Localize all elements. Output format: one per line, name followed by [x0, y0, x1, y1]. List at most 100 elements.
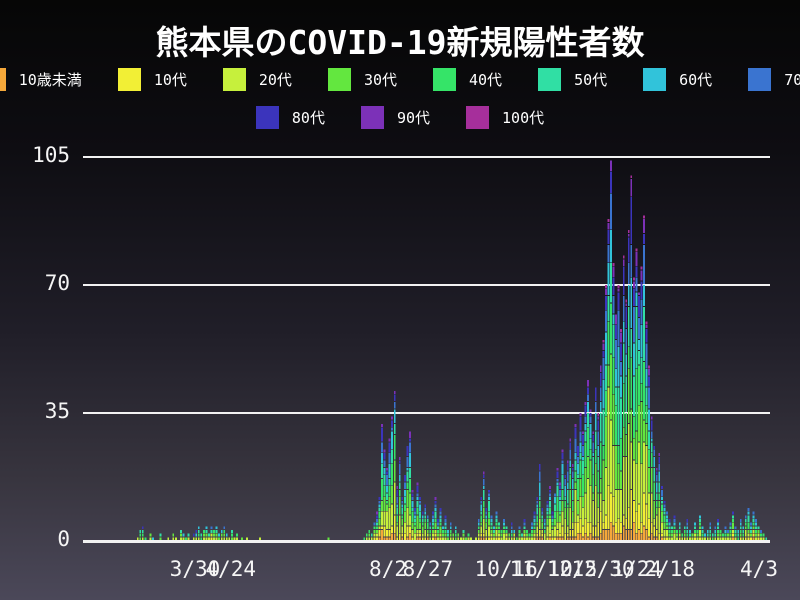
bar[interactable] — [750, 522, 752, 541]
bar[interactable] — [141, 526, 144, 541]
bar[interactable] — [449, 522, 452, 541]
bar[interactable] — [208, 533, 210, 541]
bar[interactable] — [220, 530, 223, 541]
bar[interactable] — [531, 522, 534, 541]
bar[interactable] — [765, 537, 768, 541]
bar[interactable] — [564, 475, 567, 541]
bar[interactable] — [734, 526, 737, 541]
bar[interactable] — [452, 533, 455, 541]
bar[interactable] — [500, 530, 503, 541]
bar[interactable] — [543, 519, 546, 541]
bar[interactable] — [429, 522, 432, 541]
bar[interactable] — [643, 215, 645, 541]
bar[interactable] — [498, 522, 500, 541]
bar[interactable] — [640, 266, 643, 541]
bar[interactable] — [152, 537, 154, 541]
bar[interactable] — [230, 530, 233, 541]
bar[interactable] — [215, 526, 218, 541]
bar[interactable] — [144, 537, 147, 541]
bar[interactable] — [202, 530, 205, 541]
bar[interactable] — [228, 537, 231, 541]
bar[interactable] — [480, 497, 483, 541]
bar[interactable] — [523, 519, 526, 541]
bar[interactable] — [729, 522, 732, 541]
bar[interactable] — [559, 482, 561, 541]
bar[interactable] — [454, 526, 457, 541]
bar[interactable] — [495, 511, 498, 541]
bar[interactable] — [258, 537, 261, 541]
bar[interactable] — [658, 453, 661, 541]
bar[interactable] — [459, 537, 462, 541]
bar[interactable] — [554, 493, 556, 541]
bar[interactable] — [660, 486, 663, 541]
bar[interactable] — [375, 511, 378, 541]
bar[interactable] — [139, 530, 142, 541]
bar[interactable] — [722, 533, 724, 541]
bar[interactable] — [612, 263, 615, 541]
bar[interactable] — [676, 530, 679, 541]
bar[interactable] — [396, 486, 399, 541]
bar[interactable] — [683, 526, 686, 541]
bar[interactable] — [327, 537, 330, 541]
bar[interactable] — [747, 508, 750, 541]
bar[interactable] — [566, 460, 569, 541]
bar[interactable] — [533, 511, 536, 541]
bar[interactable] — [541, 508, 544, 541]
bar[interactable] — [236, 533, 238, 541]
legend-item-9[interactable]: 90代 — [360, 106, 430, 129]
bar[interactable] — [604, 285, 607, 541]
bar[interactable] — [627, 230, 630, 541]
bar[interactable] — [470, 537, 472, 541]
legend-item-0[interactable]: 10歳未満 — [0, 68, 82, 91]
bar[interactable] — [650, 416, 653, 541]
bar[interactable] — [617, 285, 620, 541]
legend-item-7[interactable]: 70代 — [748, 68, 800, 91]
bar[interactable] — [622, 255, 625, 541]
legend-item-4[interactable]: 40代 — [433, 68, 502, 91]
bar[interactable] — [513, 530, 516, 541]
bar[interactable] — [411, 489, 414, 541]
bar[interactable] — [223, 526, 226, 541]
bar[interactable] — [503, 519, 506, 541]
bar[interactable] — [493, 526, 495, 541]
bar[interactable] — [737, 530, 740, 541]
bar[interactable] — [666, 511, 668, 541]
bar[interactable] — [635, 248, 638, 541]
bar[interactable] — [579, 413, 582, 541]
bar[interactable] — [172, 533, 175, 541]
bar[interactable] — [714, 526, 717, 541]
bar[interactable] — [681, 533, 684, 541]
bar[interactable] — [416, 482, 419, 541]
bar[interactable] — [762, 533, 765, 541]
bar[interactable] — [589, 409, 592, 541]
bar[interactable] — [437, 519, 439, 541]
bar[interactable] — [200, 533, 203, 541]
bar[interactable] — [508, 533, 511, 541]
bar[interactable] — [724, 526, 727, 541]
bar[interactable] — [546, 500, 549, 541]
legend-item-2[interactable]: 20代 — [222, 68, 292, 91]
bar[interactable] — [701, 526, 704, 541]
bar[interactable] — [218, 533, 221, 541]
legend-item-8[interactable]: 80代 — [255, 106, 325, 129]
bar[interactable] — [368, 530, 371, 541]
bar[interactable] — [167, 537, 170, 541]
bar[interactable] — [401, 497, 404, 541]
bar[interactable] — [421, 511, 424, 541]
bar[interactable] — [195, 530, 198, 541]
bar[interactable] — [584, 402, 587, 541]
bar[interactable] — [561, 449, 564, 541]
bar[interactable] — [424, 504, 427, 541]
bar[interactable] — [393, 391, 396, 541]
bar[interactable] — [370, 533, 373, 541]
bar[interactable] — [475, 537, 478, 541]
bar[interactable] — [655, 467, 658, 541]
bar[interactable] — [574, 423, 577, 541]
bar[interactable] — [673, 515, 676, 541]
bar[interactable] — [755, 519, 757, 541]
bar[interactable] — [205, 526, 208, 541]
bar[interactable] — [526, 530, 528, 541]
bar[interactable] — [630, 175, 633, 541]
bar[interactable] — [521, 533, 523, 541]
bar[interactable] — [694, 522, 696, 541]
